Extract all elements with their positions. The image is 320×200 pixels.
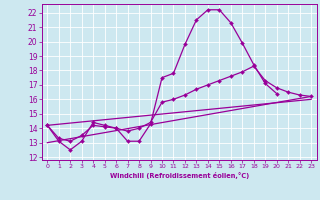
X-axis label: Windchill (Refroidissement éolien,°C): Windchill (Refroidissement éolien,°C) <box>109 172 249 179</box>
